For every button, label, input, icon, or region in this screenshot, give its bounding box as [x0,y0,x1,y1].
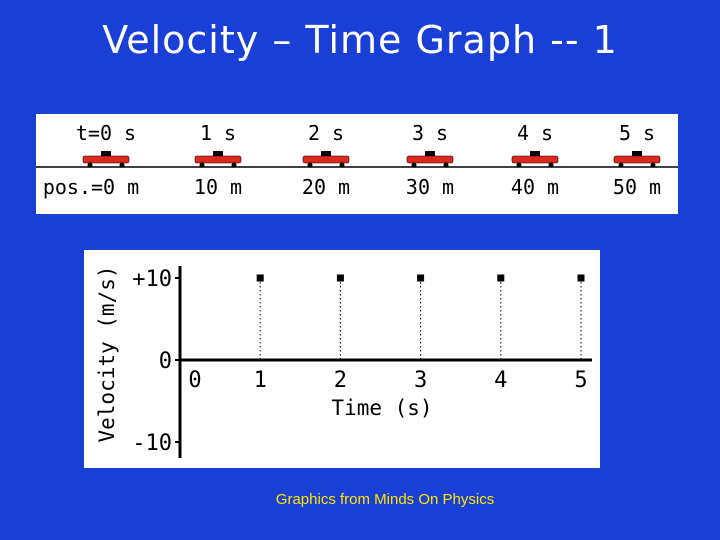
image-credit: Graphics from Minds On Physics [275,491,495,508]
strip-time-label: 3 s [412,121,448,145]
strip-position-label: pos.=0 m [43,175,139,199]
strip-position-label: 50 m [613,175,661,199]
x-tick-label: 1 [254,368,267,393]
car-icon [82,151,130,168]
x-tick-label: 2 [334,368,347,393]
y-tick-label: +10 [132,267,172,292]
slide-title: Velocity – Time Graph -- 1 [102,18,618,62]
x-tick-label: 4 [494,368,507,393]
data-point [497,274,505,282]
strip-time-label: 1 s [200,121,236,145]
velocity-time-graph: +10 0 -10 0 1 2 3 4 5 Velocity (m/s) Time (s) [84,250,600,468]
car-icon [406,151,454,168]
x-tick-label: 3 [414,368,427,393]
x-tick-label: 5 [574,368,587,393]
y-tick-label: 0 [159,349,172,374]
data-point [336,274,344,282]
strip-position-label: 30 m [406,175,454,199]
strip-time-label: 4 s [517,121,553,145]
strip-position-label: 40 m [511,175,559,199]
strip-time-label: t=0 s [76,121,136,145]
strip-position-label: 10 m [194,175,242,199]
strip-time-label: 2 s [308,121,344,145]
car-icon [194,151,242,168]
y-axis-label: Velocity (m/s) [95,265,119,442]
car-icon [302,151,350,168]
data-point [256,274,264,282]
strip-position-label: 20 m [302,175,350,199]
car-icon [613,151,661,168]
data-point [417,274,425,282]
strip-time-label: 5 s [619,121,655,145]
y-tick-label: -10 [132,431,172,456]
motion-strip: t=0 s pos.=0 m 1 s 10 m 2 s 20 m 3 s 30 m 4 s 40 … [36,114,678,214]
data-point [577,274,585,282]
car-icon [511,151,559,168]
x-tick-label: 0 [188,368,201,393]
x-axis-label: Time (s) [331,396,432,420]
motion-strip-svg: t=0 s pos.=0 m 1 s 10 m 2 s 20 m 3 s 30 m 4 s 40 … [36,121,678,199]
velocity-time-chart: +10 0 -10 0 1 2 3 4 5 Velocity (m/s) Time (s) [95,265,592,458]
